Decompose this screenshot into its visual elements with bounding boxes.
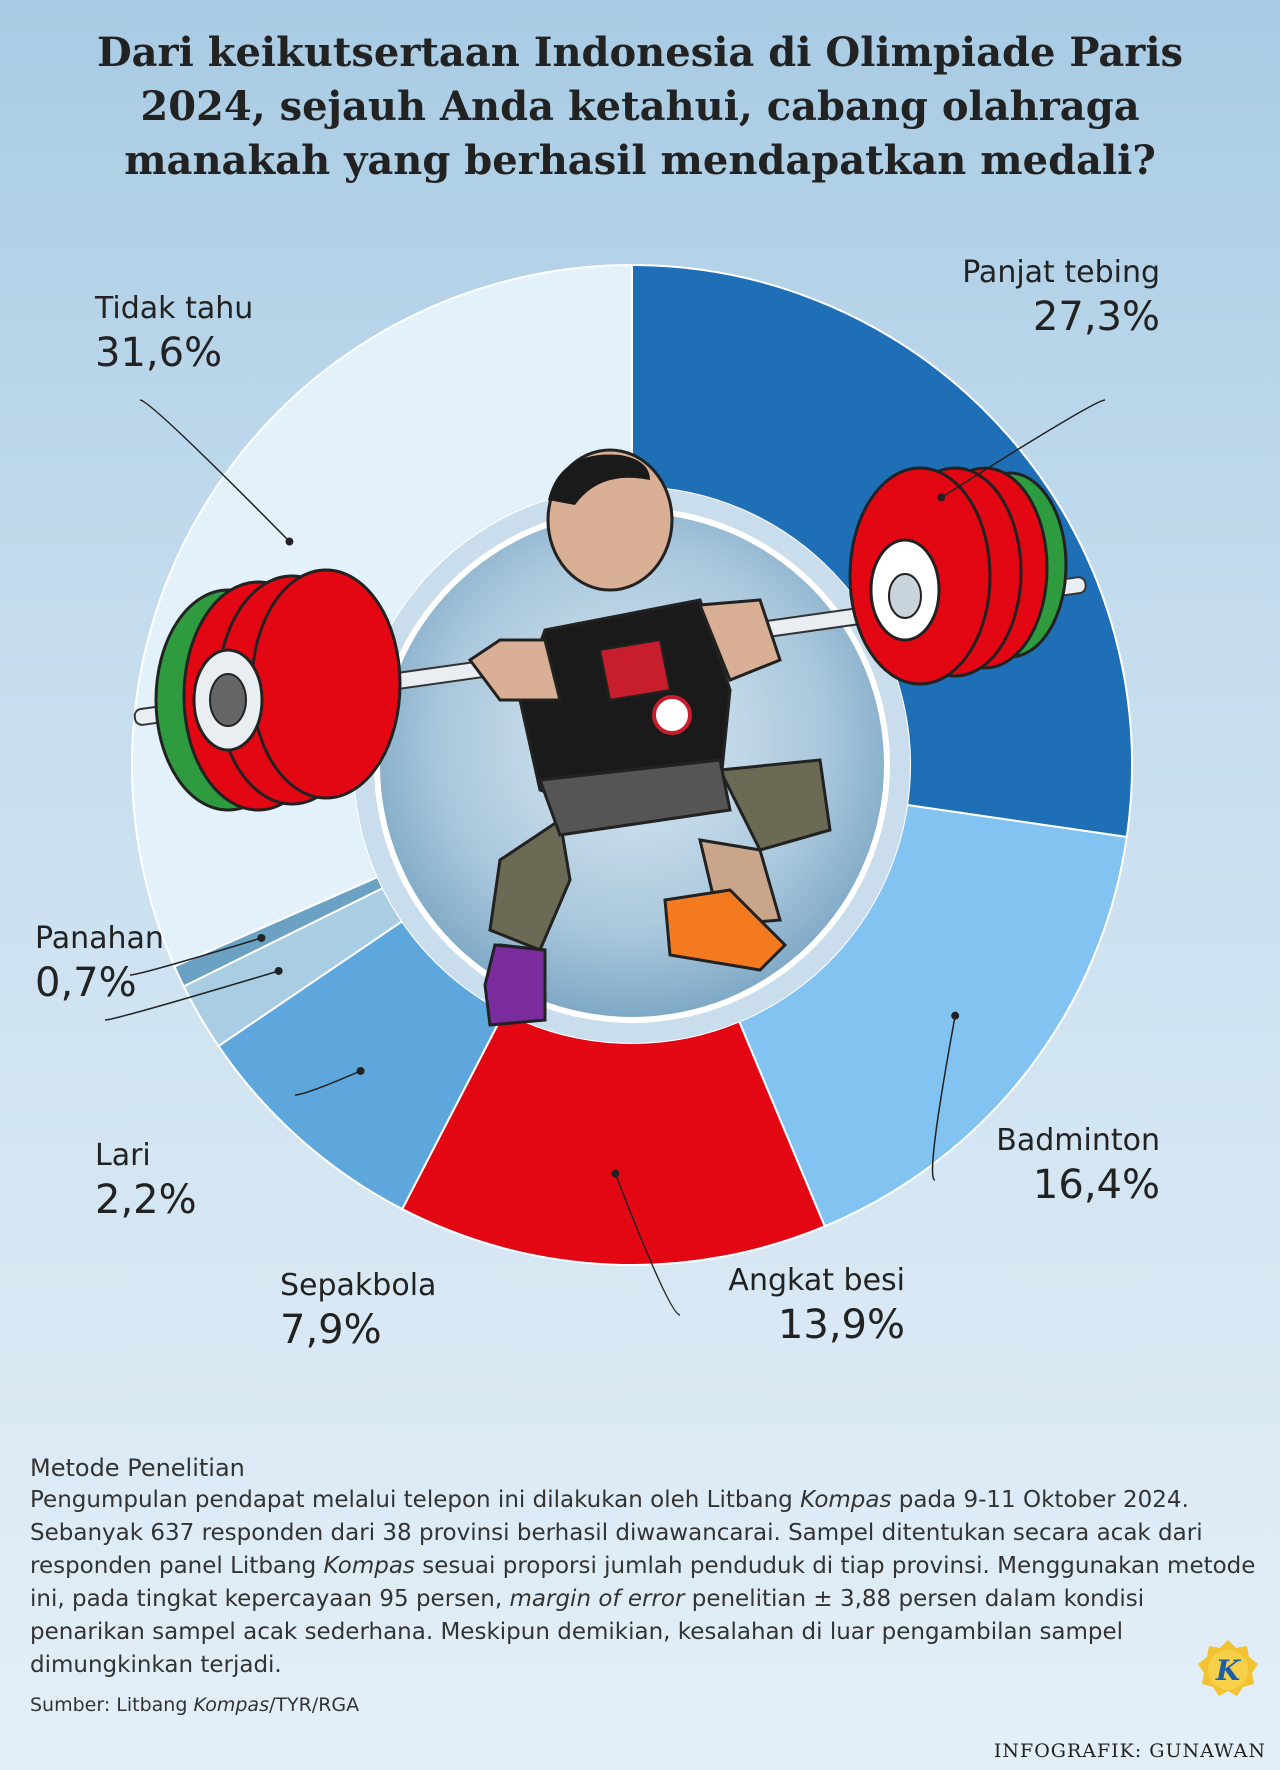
slice-label: Panahan [35,921,164,956]
source-suffix: /TYR/RGA [268,1694,360,1716]
left-knee-sleeve [488,817,572,952]
method-text-segment: Kompas [323,1553,415,1579]
method-text-segment: pada 9-11 Oktober 2024. Sebanyak 637 res… [30,1487,1203,1579]
source-prefix: Sumber: Litbang [30,1694,194,1716]
slice-label: Lari [95,1138,151,1173]
method-text-segment: penelitian ± 3,88 persen dalam kondisi p… [30,1586,1145,1678]
source-line: Sumber: Litbang Kompas/TYR/RGA [30,1694,359,1716]
slice-value-label: 31,6% [95,330,222,376]
method-text-segment: sesuai proporsi jumlah penduduk di tiap … [30,1553,1256,1612]
leader-line [614,1173,681,1316]
slice-value-label: 0,7% [35,960,137,1006]
slice-label: Sepakbola [280,1268,436,1303]
method-section: Metode Penelitian Pengumpulan pendapat m… [30,1452,1260,1682]
svg-text:K: K [1215,1654,1242,1687]
right-knee-sleeve [717,758,832,852]
leader-line [129,937,262,976]
slice-value-label: 7,9% [280,1307,382,1353]
slice-label: Panjat tebing [962,255,1160,290]
method-text-segment: margin of error [509,1586,685,1612]
garuda-emblem [652,695,692,735]
right-weight-plates [848,466,1068,686]
slice-label: Angkat besi [728,1263,905,1298]
weightlifter-illustration [133,448,1087,1027]
donut-chart: Panjat tebing 27,3% Badminton 16,4% Angkat b… [35,255,1160,1353]
method-text-segment: Pengumpulan pendapat melalui telepon ini… [30,1487,801,1513]
lifting-belt [537,758,732,837]
left-weight-plates [154,568,402,812]
method-text-segment: Kompas [800,1487,892,1513]
right-shoe [663,888,788,972]
slice-label: Tidak tahu [94,291,253,326]
source-italic: Kompas [193,1694,269,1716]
slice-label: Badminton [996,1123,1160,1158]
slice-value-label: 13,9% [778,1302,905,1348]
slice-value-label: 16,4% [1033,1162,1160,1208]
leader-line [139,399,290,543]
athlete-hair [548,454,650,505]
leader-line [940,399,1106,499]
slice-value-label: 27,3% [1033,294,1160,340]
chart-title: Dari keikutsertaan Indonesia di Olimpiad… [96,29,1184,184]
kompas-logo-icon: K [1198,1640,1258,1696]
leader-line [294,1070,361,1096]
leader-line [104,970,279,1021]
leader-line [931,1015,956,1181]
left-shoe [483,943,547,1027]
infographic-credit: INFOGRAFIK: GUNAWAN [993,1740,1266,1762]
slice-value-label: 2,2% [95,1177,197,1223]
method-body: Pengumpulan pendapat melalui telepon ini… [30,1484,1260,1682]
method-heading: Metode Penelitian [30,1454,245,1482]
